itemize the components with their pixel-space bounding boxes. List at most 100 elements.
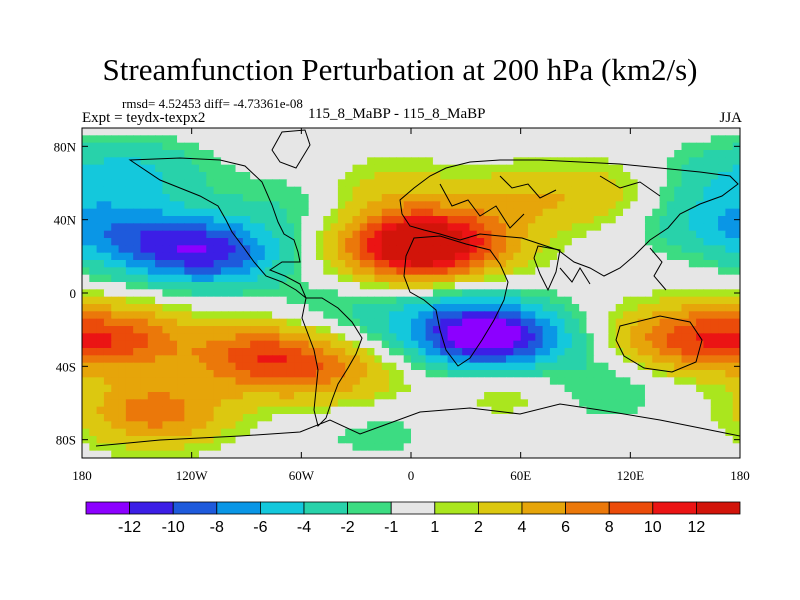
field-cell xyxy=(294,238,302,246)
field-cell xyxy=(345,384,354,393)
field-cell xyxy=(279,142,288,151)
field-cell xyxy=(403,260,412,268)
field-cell xyxy=(191,238,200,246)
field-cell xyxy=(279,172,288,180)
field-cell xyxy=(674,443,683,452)
field-cell xyxy=(432,238,441,246)
field-cell xyxy=(147,128,156,136)
field-cell xyxy=(549,443,558,452)
field-cell xyxy=(586,296,595,305)
field-cell xyxy=(242,186,251,195)
field-cell xyxy=(666,296,675,305)
field-cell xyxy=(454,150,463,158)
field-cell xyxy=(527,399,536,408)
field-cell xyxy=(330,399,339,408)
field-cell xyxy=(294,318,302,327)
field-cell xyxy=(381,392,390,400)
field-cell xyxy=(484,201,493,210)
field-cell xyxy=(162,443,171,452)
field-cell xyxy=(644,282,653,290)
field-cell xyxy=(118,260,127,268)
field-cell xyxy=(659,208,668,217)
field-cell xyxy=(440,436,449,444)
field-cell xyxy=(623,252,631,261)
field-cell xyxy=(250,150,259,158)
field-cell xyxy=(491,150,500,158)
field-cell xyxy=(220,142,229,151)
field-cell xyxy=(198,201,207,210)
field-cell xyxy=(630,142,639,151)
field-cell xyxy=(520,428,529,437)
field-cell xyxy=(674,194,683,202)
field-cell xyxy=(681,142,690,151)
field-cell xyxy=(498,348,507,356)
field-cell xyxy=(579,340,588,349)
field-cell xyxy=(644,333,653,342)
field-cell xyxy=(623,208,631,217)
field-cell xyxy=(125,267,134,276)
field-cell xyxy=(315,150,324,158)
field-cell xyxy=(133,326,142,334)
field-cell xyxy=(681,406,690,415)
field-cell xyxy=(571,223,580,232)
field-cell xyxy=(235,223,244,232)
field-cell xyxy=(549,135,558,144)
field-cell xyxy=(527,186,536,195)
field-cell xyxy=(111,179,120,188)
field-cell xyxy=(220,406,229,415)
field-cell xyxy=(330,164,339,173)
field-cell xyxy=(549,318,558,327)
field-cell xyxy=(411,399,419,408)
field-cell xyxy=(294,443,302,452)
field-cell xyxy=(498,208,507,217)
field-cell xyxy=(674,436,683,444)
field-cell xyxy=(220,223,229,232)
field-cell xyxy=(535,443,544,452)
field-cell xyxy=(315,304,324,312)
field-cell xyxy=(140,333,149,342)
field-cell xyxy=(615,157,624,166)
field-cell xyxy=(666,194,675,202)
field-cell xyxy=(242,384,251,393)
field-cell xyxy=(359,333,368,342)
field-cell xyxy=(601,194,609,202)
field-cell xyxy=(213,157,222,166)
field-cell xyxy=(111,172,120,180)
field-cell xyxy=(615,311,624,320)
field-cell xyxy=(352,443,361,452)
field-cell xyxy=(703,252,712,261)
field-cell xyxy=(484,311,493,320)
field-cell xyxy=(111,267,120,276)
field-cell xyxy=(381,150,390,158)
field-cell xyxy=(257,428,266,437)
field-cell xyxy=(630,252,639,261)
field-cell xyxy=(674,340,683,349)
field-cell xyxy=(520,157,529,166)
field-cell xyxy=(615,186,624,195)
field-cell xyxy=(732,150,740,158)
field-cell xyxy=(454,362,463,371)
field-cell xyxy=(337,157,346,166)
field-cell xyxy=(549,399,558,408)
field-cell xyxy=(718,186,726,195)
field-cell xyxy=(257,142,266,151)
field-cell xyxy=(235,128,244,136)
field-cell xyxy=(381,362,390,371)
field-cell xyxy=(615,142,624,151)
field-cell xyxy=(169,311,178,320)
field-cell xyxy=(579,238,588,246)
colorbar-swatch xyxy=(390,501,436,515)
field-cell xyxy=(403,436,412,444)
field-cell xyxy=(644,216,653,224)
field-cell xyxy=(440,128,449,136)
field-cell xyxy=(374,289,383,298)
field-cell xyxy=(608,216,617,224)
field-cell xyxy=(623,296,631,305)
field-cell xyxy=(82,406,90,415)
field-cell xyxy=(630,238,639,246)
field-cell xyxy=(608,194,617,202)
field-cell xyxy=(696,201,705,210)
field-cell xyxy=(308,194,317,202)
field-cell xyxy=(294,377,302,386)
field-cell xyxy=(469,230,478,239)
